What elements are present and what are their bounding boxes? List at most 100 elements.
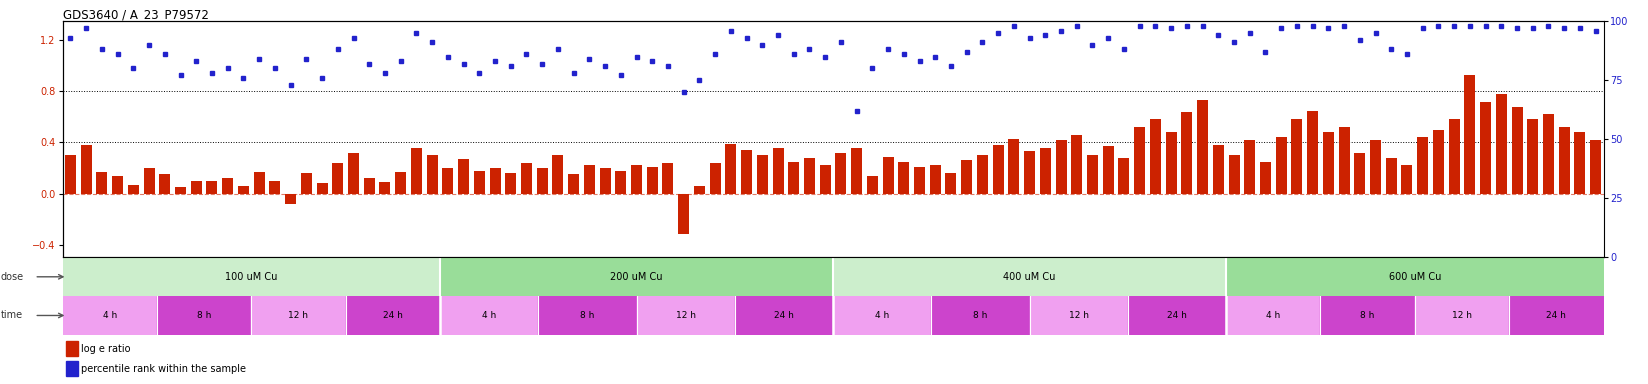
Bar xyxy=(883,157,893,194)
Bar xyxy=(819,166,831,194)
Bar xyxy=(1449,119,1460,194)
Text: 200 uM Cu: 200 uM Cu xyxy=(610,272,662,282)
Bar xyxy=(931,296,1030,335)
Bar xyxy=(1165,132,1177,194)
Bar xyxy=(679,194,689,235)
Bar xyxy=(269,181,280,194)
Bar xyxy=(143,168,155,194)
Bar xyxy=(157,296,250,335)
Bar xyxy=(285,194,297,204)
Bar xyxy=(742,150,751,194)
Bar xyxy=(1127,296,1226,335)
Bar xyxy=(1244,140,1256,194)
Text: 24 h: 24 h xyxy=(382,311,402,320)
Bar xyxy=(66,341,79,356)
Bar xyxy=(773,147,783,194)
Bar xyxy=(473,170,485,194)
Bar xyxy=(1320,296,1416,335)
Text: time: time xyxy=(2,311,23,321)
Bar xyxy=(992,145,1004,194)
Bar xyxy=(1574,132,1585,194)
Bar xyxy=(1103,146,1114,194)
Text: 12 h: 12 h xyxy=(1070,311,1089,320)
Bar xyxy=(1134,127,1145,194)
Bar xyxy=(396,172,405,194)
Bar xyxy=(440,296,539,335)
Bar xyxy=(600,168,610,194)
Bar xyxy=(646,167,658,194)
Text: dose: dose xyxy=(0,272,23,282)
Bar xyxy=(1323,132,1333,194)
Text: 4 h: 4 h xyxy=(875,311,890,320)
Bar xyxy=(175,187,186,194)
Bar xyxy=(66,361,79,376)
Text: percentile rank within the sample: percentile rank within the sample xyxy=(81,364,247,374)
Bar xyxy=(1496,94,1506,194)
Bar xyxy=(832,257,1226,296)
Text: 12 h: 12 h xyxy=(1452,311,1472,320)
Bar xyxy=(1417,137,1429,194)
Bar xyxy=(1226,296,1320,335)
Bar xyxy=(410,147,422,194)
Bar xyxy=(1510,296,1604,335)
Bar xyxy=(569,174,578,194)
Bar xyxy=(1590,140,1602,194)
Text: 400 uM Cu: 400 uM Cu xyxy=(1004,272,1056,282)
Bar xyxy=(615,170,626,194)
Bar xyxy=(63,296,157,335)
Bar xyxy=(1307,111,1318,194)
Bar xyxy=(237,186,249,194)
Bar xyxy=(1119,158,1129,194)
Bar xyxy=(836,153,847,194)
Bar xyxy=(961,161,972,194)
Bar xyxy=(427,155,438,194)
Bar xyxy=(129,185,138,194)
Bar xyxy=(1543,114,1554,194)
Bar xyxy=(1386,158,1398,194)
Bar xyxy=(1511,107,1523,194)
Bar xyxy=(1071,135,1083,194)
Bar xyxy=(946,173,956,194)
Bar xyxy=(1009,139,1020,194)
Bar xyxy=(898,162,910,194)
Bar xyxy=(725,144,737,194)
Bar xyxy=(1226,257,1604,296)
Text: 8 h: 8 h xyxy=(1361,311,1374,320)
Text: 24 h: 24 h xyxy=(1546,311,1566,320)
Bar xyxy=(756,155,768,194)
Bar xyxy=(348,153,359,194)
Bar xyxy=(915,167,925,194)
Bar xyxy=(850,147,862,194)
Bar xyxy=(1355,153,1365,194)
Bar xyxy=(346,296,440,335)
Bar xyxy=(112,176,124,194)
Text: 24 h: 24 h xyxy=(775,311,794,320)
Bar xyxy=(1150,119,1160,194)
Bar xyxy=(631,166,643,194)
Bar xyxy=(489,168,501,194)
Bar xyxy=(929,166,941,194)
Bar xyxy=(521,163,532,194)
Text: 8 h: 8 h xyxy=(580,311,595,320)
Text: 8 h: 8 h xyxy=(198,311,211,320)
Bar xyxy=(694,186,705,194)
Bar xyxy=(1292,119,1302,194)
Text: 4 h: 4 h xyxy=(1266,311,1280,320)
Bar xyxy=(254,172,265,194)
Text: log e ratio: log e ratio xyxy=(81,344,130,354)
Bar xyxy=(222,178,234,194)
Bar xyxy=(160,174,170,194)
Bar xyxy=(552,155,564,194)
Bar xyxy=(1559,127,1569,194)
Bar xyxy=(364,178,374,194)
Bar xyxy=(440,257,832,296)
Bar xyxy=(64,155,76,194)
Text: GDS3640 / A_23_P79572: GDS3640 / A_23_P79572 xyxy=(63,8,209,21)
Bar xyxy=(1401,166,1412,194)
Text: 100 uM Cu: 100 uM Cu xyxy=(226,272,277,282)
Text: 24 h: 24 h xyxy=(1167,311,1187,320)
Bar xyxy=(662,163,674,194)
Bar xyxy=(788,162,799,194)
Bar xyxy=(867,176,878,194)
Text: 12 h: 12 h xyxy=(288,311,308,320)
